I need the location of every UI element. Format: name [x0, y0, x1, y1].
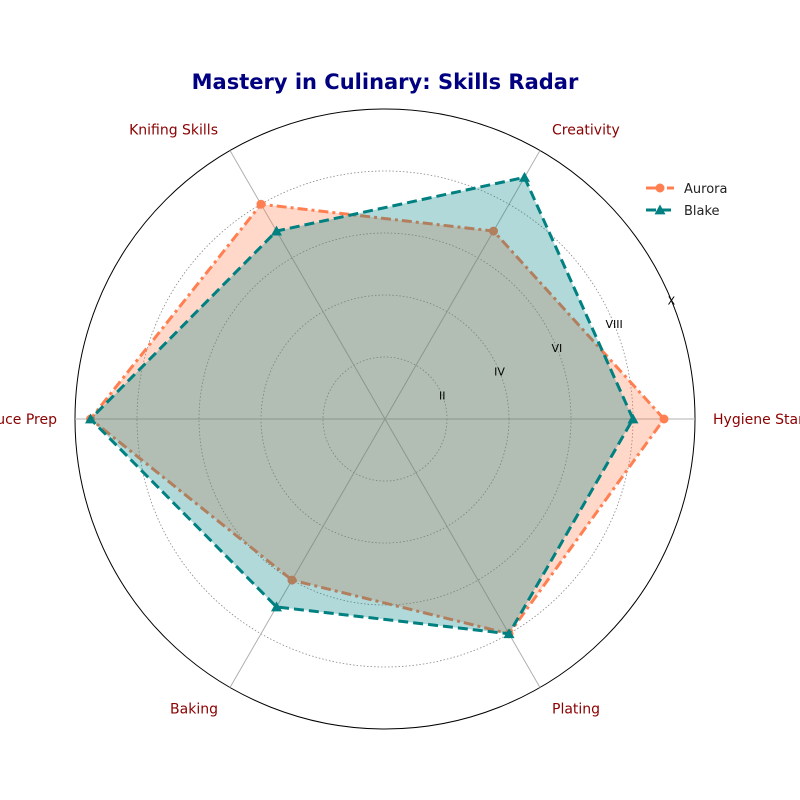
radial-tick-label-3: VI — [551, 342, 562, 355]
category-label-2: Creativity — [552, 123, 620, 139]
category-labels: Hygiene Standards Creativity Knifing Skill… — [0, 123, 800, 718]
radial-tick-label-5: X — [668, 294, 676, 307]
category-label-3: Knifing Skills — [129, 123, 218, 139]
category-label-6: Plating — [552, 701, 600, 717]
legend-marker-blake — [654, 204, 666, 215]
radial-tick-labels: II IV VI VIII X — [439, 294, 676, 402]
series-blake-point-2 — [519, 171, 530, 182]
radial-tick-label-2: IV — [494, 366, 505, 379]
category-label-4: Sauce Prep — [0, 412, 57, 428]
series-aurora-point-1 — [659, 414, 669, 424]
series-aurora-point-3 — [256, 199, 266, 209]
category-label-1: Hygiene Standards — [713, 412, 800, 428]
radial-tick-label-1: II — [439, 389, 446, 402]
series-aurora-point-5 — [287, 575, 297, 585]
series-blake-point-1 — [627, 413, 639, 424]
grid-spoke-3 — [229, 150, 386, 420]
series-layer — [85, 171, 669, 639]
series-blake-area — [90, 177, 633, 634]
category-label-5: Baking — [170, 701, 218, 717]
series-blake-point-3 — [271, 225, 282, 236]
chart-title: Mastery in Culinary: Skills Radar — [192, 70, 579, 94]
legend-label-aurora: Aurora — [684, 182, 727, 197]
series-aurora-point-2 — [489, 226, 498, 236]
legend: Aurora Blake — [646, 182, 727, 219]
series-blake-point-6 — [503, 628, 515, 639]
series-blake-point-5 — [271, 601, 282, 612]
grid-spoke-2 — [384, 150, 541, 420]
legend-label-blake: Blake — [684, 204, 720, 219]
grid-spoke-5 — [229, 418, 386, 688]
grid-spoke-6 — [384, 418, 541, 688]
series-blake-point-4 — [85, 413, 96, 424]
radial-tick-label-4: VIII — [605, 318, 622, 331]
legend-marker-aurora — [655, 183, 665, 193]
series-aurora-area — [90, 204, 664, 634]
